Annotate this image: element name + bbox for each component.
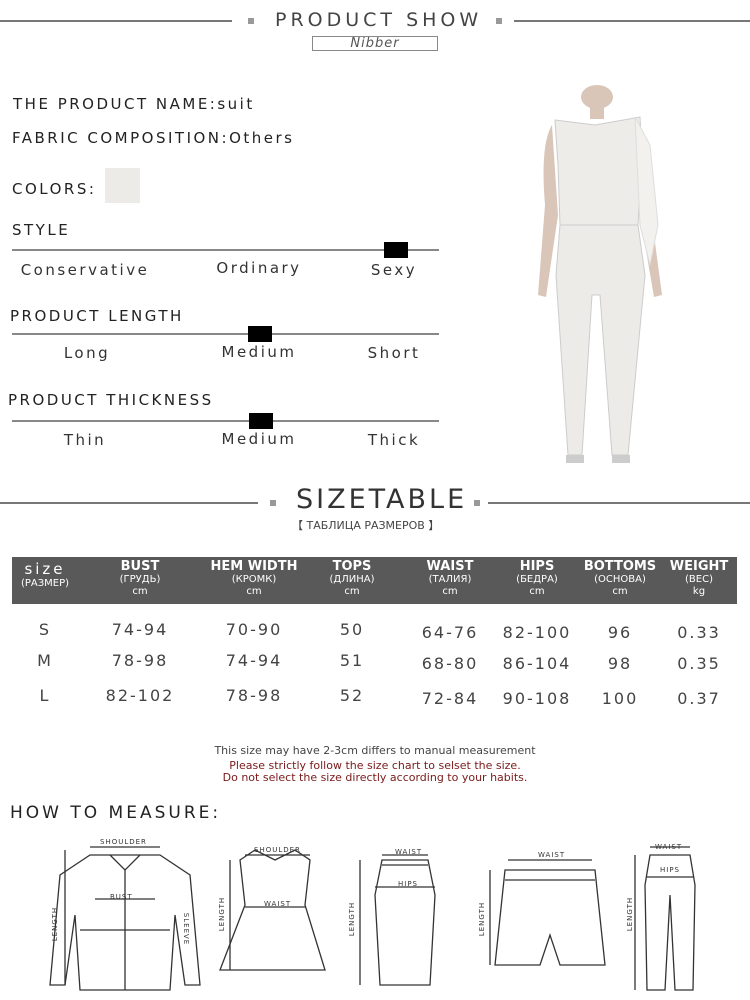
hips-label: HIPS xyxy=(398,880,418,888)
table-cell: M xyxy=(37,651,53,670)
sleeve-label: SLEEVE xyxy=(182,912,191,946)
thickness-option: Thin xyxy=(63,431,107,449)
length-option: Medium xyxy=(221,343,297,361)
table-cell: 100 xyxy=(601,689,639,708)
table-cell: 70-90 xyxy=(225,620,283,639)
table-cell: 51 xyxy=(339,651,365,670)
shoulder-label: SHOULDER xyxy=(100,838,147,846)
table-cell: 90-108 xyxy=(502,689,572,708)
fabric-composition: FABRIC COMPOSITION:Others xyxy=(12,129,295,147)
length-label: LENGTH xyxy=(478,901,487,937)
table-cell: 50 xyxy=(339,620,365,639)
size-warning: Please strictly follow the size chart to… xyxy=(229,759,521,772)
length-title: PRODUCT LENGTH xyxy=(10,307,184,325)
table-cell: L xyxy=(39,686,51,705)
size-note: This size may have 2-3cm differs to manu… xyxy=(214,744,536,757)
waist-label: WAIST xyxy=(655,843,683,851)
length-marker xyxy=(248,326,272,342)
column-header: HIPS (БЕДРА) cm xyxy=(516,559,558,597)
sizetable-title: SIZETABLE xyxy=(296,484,468,515)
bust-label: BUST xyxy=(110,893,133,901)
column-header: BOTTOMS (ОСНОВА) cm xyxy=(583,559,657,597)
table-cell: 78-98 xyxy=(111,651,169,670)
thickness-marker xyxy=(249,413,273,429)
measure-diagrams xyxy=(49,846,696,991)
style-option: Ordinary xyxy=(216,259,302,277)
thickness-option: Thick xyxy=(367,431,421,449)
column-header: BUST (ГРУДЬ) cm xyxy=(119,559,161,597)
column-header: TOPS (ДЛИНА) cm xyxy=(329,559,375,597)
product-image xyxy=(538,85,662,463)
table-cell: 52 xyxy=(339,686,365,705)
hips-label: HIPS xyxy=(660,866,680,874)
table-cell: 74-94 xyxy=(225,651,283,670)
size-table-header xyxy=(12,557,737,604)
length-label: LENGTH xyxy=(626,896,635,932)
colors-label: COLORS: xyxy=(12,180,97,198)
waist-label: WAIST xyxy=(264,900,292,908)
column-header: HEM WIDTH (КРОМК) cm xyxy=(210,559,298,597)
sizetable-subtitle: 【 ТАБЛИЦА РАЗМЕРОВ 】 xyxy=(292,519,440,532)
length-label: LENGTH xyxy=(51,906,60,942)
shoulder-label: SHOULDER xyxy=(254,846,301,854)
color-swatch[interactable] xyxy=(105,168,140,203)
column-header: WEIGHT (ВЕС) kg xyxy=(669,559,729,597)
table-cell: 82-100 xyxy=(502,623,572,642)
waist-label: WAIST xyxy=(538,851,566,859)
thickness-option: Medium xyxy=(221,430,297,448)
style-option: Sexy xyxy=(370,261,418,279)
waist-label: WAIST xyxy=(395,848,423,856)
product-name: THE PRODUCT NAME:suit xyxy=(13,95,255,113)
column-header: size (РАЗМЕР) xyxy=(20,560,70,589)
length-label: LENGTH xyxy=(218,896,227,932)
style-marker xyxy=(384,242,408,258)
table-cell: 72-84 xyxy=(421,689,479,708)
table-cell: 0.37 xyxy=(677,689,721,708)
table-cell: 0.35 xyxy=(677,654,721,673)
brand-box: Nibber xyxy=(312,36,438,51)
length-label: LENGTH xyxy=(348,901,357,937)
table-cell: S xyxy=(38,620,52,639)
thickness-title: PRODUCT THICKNESS xyxy=(8,391,214,409)
table-cell: 0.33 xyxy=(677,623,721,642)
column-header: WAIST (ТАЛИЯ) cm xyxy=(426,559,474,597)
table-cell: 64-76 xyxy=(421,623,479,642)
table-cell: 74-94 xyxy=(111,620,169,639)
style-title: STYLE xyxy=(12,221,71,239)
table-cell: 96 xyxy=(607,623,633,642)
table-cell: 98 xyxy=(607,654,633,673)
length-option: Long xyxy=(63,344,111,362)
page-title: PRODUCT SHOW xyxy=(275,9,483,31)
table-cell: 86-104 xyxy=(502,654,572,673)
table-cell: 68-80 xyxy=(421,654,479,673)
size-warning: Do not select the size directly accordin… xyxy=(222,771,528,784)
measure-title: HOW TO MEASURE: xyxy=(10,803,222,823)
table-cell: 82-102 xyxy=(105,686,175,705)
length-option: Short xyxy=(367,344,421,362)
table-cell: 78-98 xyxy=(225,686,283,705)
style-option: Conservative xyxy=(20,261,150,279)
